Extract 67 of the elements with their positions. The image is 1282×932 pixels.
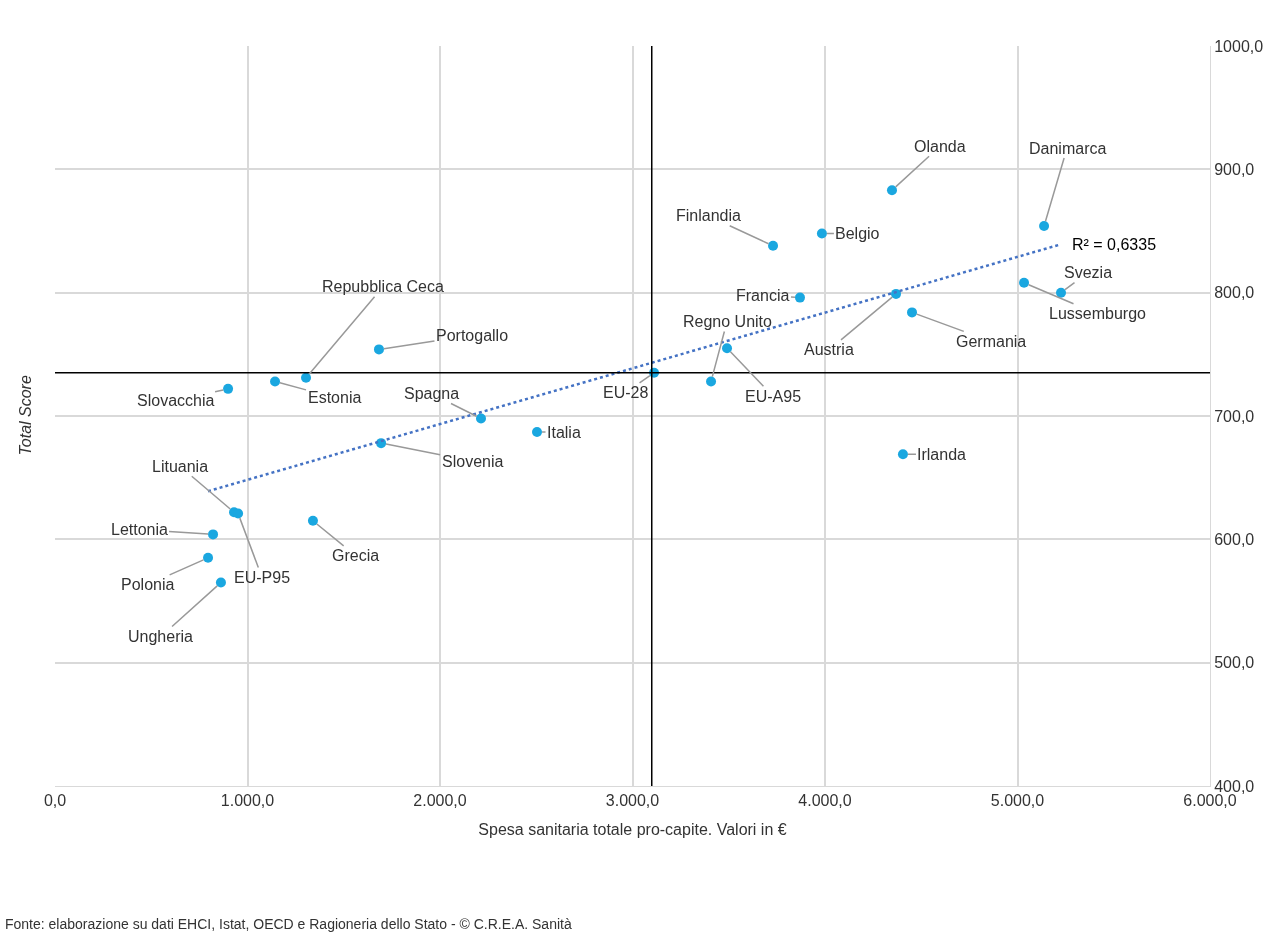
y-tick-label: 400,0 bbox=[1214, 777, 1255, 795]
point bbox=[886, 185, 897, 196]
point bbox=[215, 577, 226, 588]
annotation: Belgio bbox=[835, 225, 880, 242]
annotation: Svezia bbox=[1064, 264, 1113, 281]
point bbox=[307, 515, 318, 526]
x-tick-label: 5.000,0 bbox=[990, 792, 1045, 810]
annotation: Slovenia bbox=[442, 453, 504, 470]
annotation: R² = 0,6335 bbox=[1072, 236, 1157, 253]
annotation: Danimarca bbox=[1029, 140, 1107, 157]
x-tick-label: 3.000,0 bbox=[605, 792, 660, 810]
annotation: Irlanda bbox=[917, 446, 967, 463]
y-tick-label: 900,0 bbox=[1214, 160, 1255, 178]
point bbox=[1056, 287, 1067, 298]
point bbox=[270, 376, 281, 387]
point bbox=[208, 529, 219, 540]
point bbox=[1019, 277, 1030, 288]
source-note: Fonte: elaborazione su dati EHCI, Istat, OECD e Ragioneria dello Stato - © C.R.E.A. Sanità bbox=[5, 916, 572, 932]
annotation: Regno Unito bbox=[683, 313, 773, 330]
y-axis-title: Total Score bbox=[16, 375, 34, 456]
y-tick-label: 1000,0 bbox=[1214, 37, 1264, 55]
annotation: Finlandia bbox=[676, 207, 742, 224]
x-tick-label: 2.000,0 bbox=[413, 792, 467, 810]
y-tick-label: 700,0 bbox=[1214, 407, 1255, 425]
x-tick-label: 4.000,0 bbox=[798, 792, 852, 810]
annotation: Olanda bbox=[914, 138, 966, 155]
annotation: Francia bbox=[736, 287, 790, 304]
point bbox=[794, 292, 805, 303]
point bbox=[203, 552, 214, 563]
annotation: Austria bbox=[804, 341, 854, 358]
point bbox=[233, 508, 244, 519]
point bbox=[722, 343, 733, 354]
annotation: Spagna bbox=[404, 385, 460, 402]
point bbox=[532, 427, 543, 438]
annotation: Estonia bbox=[308, 389, 362, 406]
point bbox=[816, 228, 827, 239]
annotation: Slovacchia bbox=[137, 392, 215, 409]
x-axis-title: Spesa sanitaria totale pro-capite. Valori in € bbox=[478, 820, 787, 838]
point bbox=[706, 376, 717, 387]
annotation: EU-P95 bbox=[234, 569, 291, 586]
point bbox=[907, 307, 918, 318]
point bbox=[476, 413, 486, 424]
point bbox=[1039, 221, 1050, 232]
annotation: Germania bbox=[956, 333, 1027, 350]
point bbox=[223, 383, 234, 394]
annotation: Italia bbox=[547, 424, 581, 441]
y-tick-label: 800,0 bbox=[1214, 284, 1255, 302]
y-tick-label: 600,0 bbox=[1214, 530, 1255, 548]
annotation: Lettonia bbox=[111, 521, 169, 538]
annotation: Repubblica Ceca bbox=[322, 278, 444, 295]
point bbox=[768, 240, 779, 251]
point bbox=[373, 344, 384, 355]
point bbox=[301, 372, 312, 383]
annotation: Polonia bbox=[121, 576, 175, 593]
annotation: Grecia bbox=[332, 547, 380, 564]
point bbox=[897, 449, 908, 460]
annotation: Lussemburgo bbox=[1049, 305, 1147, 322]
annotation: Ungheria bbox=[128, 628, 194, 645]
x-tick-label: 6.000,0 bbox=[1183, 792, 1237, 810]
annotation: EU-28 bbox=[603, 384, 649, 401]
x-tick-label: 0,0 bbox=[43, 792, 67, 810]
annotation: Lituania bbox=[152, 458, 209, 475]
x-tick-label: 1.000,0 bbox=[220, 792, 275, 810]
y-tick-label: 500,0 bbox=[1214, 654, 1255, 672]
point bbox=[891, 288, 902, 299]
annotation: EU-A95 bbox=[745, 388, 802, 405]
annotation: Portogallo bbox=[436, 327, 509, 344]
